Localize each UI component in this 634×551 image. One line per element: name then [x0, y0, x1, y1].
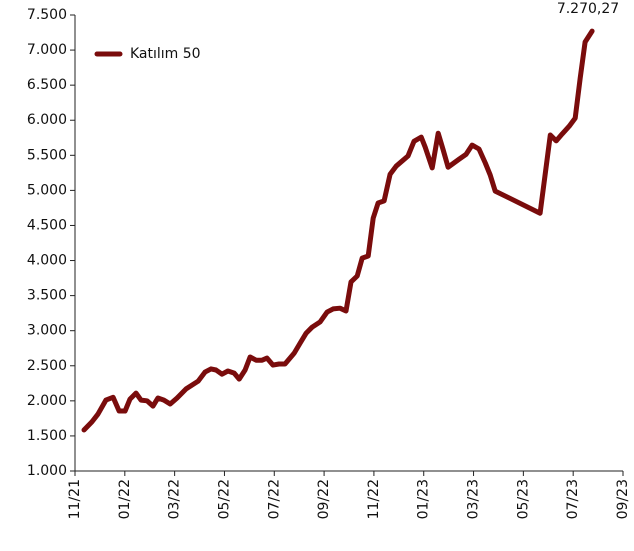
x-tick-label: 11/22 — [366, 479, 382, 519]
x-tick-label: 01/22 — [117, 479, 133, 519]
y-tick-label: 4.000 — [27, 253, 67, 269]
y-tick-label: 6.500 — [27, 77, 67, 93]
y-tick-label: 1.500 — [27, 428, 67, 444]
y-tick-label: 2.500 — [27, 358, 67, 374]
x-tick-label: 09/23 — [615, 479, 631, 519]
x-tick-label: 09/22 — [316, 479, 332, 519]
x-tick-label: 07/23 — [565, 479, 581, 519]
y-tick-label: 3.500 — [27, 288, 67, 304]
y-tick-label: 7.500 — [27, 7, 67, 23]
line — [81, 28, 595, 433]
x-tick-label: 07/22 — [266, 479, 282, 519]
y-tick-label: 4.500 — [27, 217, 67, 233]
y-tick-label: 6.000 — [27, 112, 67, 128]
y-tick-label: 3.000 — [27, 323, 67, 339]
x-tick-label: 01/23 — [416, 479, 432, 519]
x-tick-label: 05/23 — [515, 479, 531, 519]
annotation: 7.270,27 — [557, 1, 619, 17]
y-tick-label: 1.000 — [27, 463, 67, 479]
x-tick-label: 11/21 — [67, 479, 83, 519]
y-tick-label: 5.500 — [27, 147, 67, 163]
x-tick-label: 03/23 — [466, 479, 482, 519]
legend-label: Katılım 50 — [130, 46, 201, 62]
y-tick-label: 2.000 — [27, 393, 67, 409]
y-tick-label: 5.000 — [27, 182, 67, 198]
y-tick-label: 7.000 — [27, 42, 67, 58]
x-tick-label: 03/22 — [167, 479, 183, 519]
x-tick-label: 05/22 — [216, 479, 232, 519]
